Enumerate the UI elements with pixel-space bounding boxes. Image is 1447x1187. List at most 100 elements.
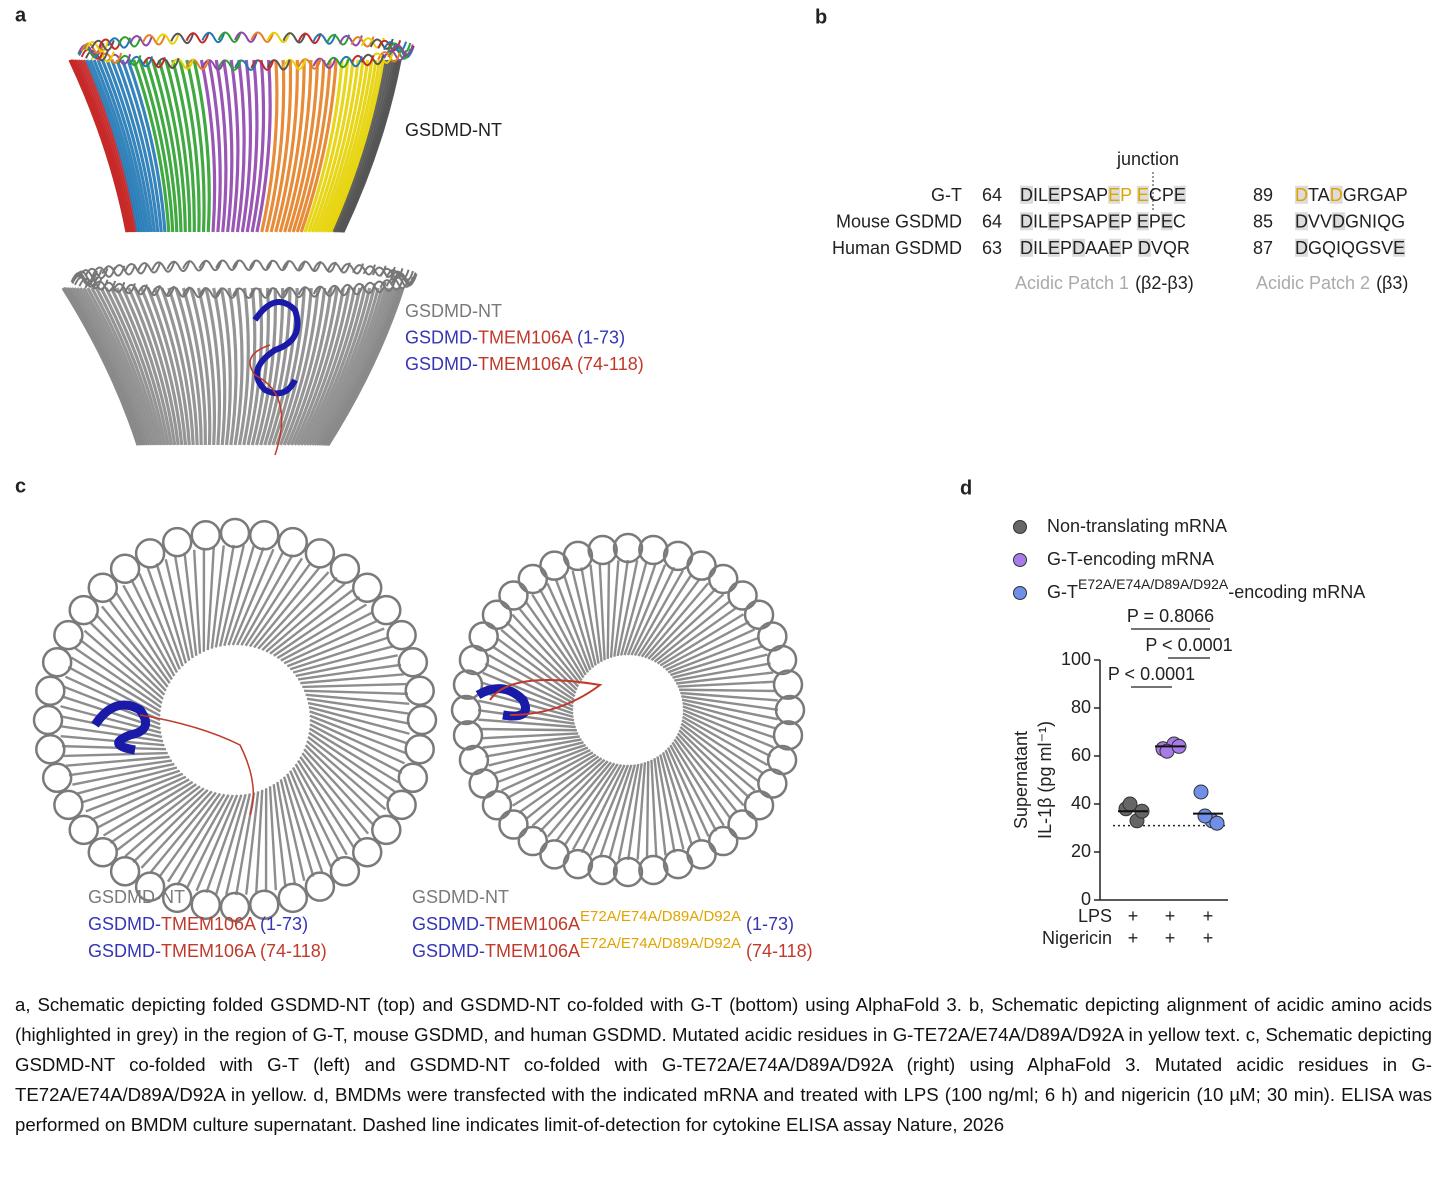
legend-part: G-T-encoding mRNA: [1047, 549, 1214, 569]
ring-domain: [249, 889, 280, 920]
ring-strand: [623, 562, 658, 656]
ring-strand: [265, 582, 346, 653]
loop: [250, 59, 275, 71]
p-value: P = 0.8066: [1127, 606, 1214, 626]
ring-strand: [301, 752, 369, 835]
strand: [110, 59, 157, 233]
strand: [302, 287, 362, 446]
legend-part: GSDMD-: [88, 941, 161, 961]
panel-label: a: [15, 4, 27, 26]
ring-domain: [458, 744, 490, 776]
y-axis-label: IL-1β (pg ml⁻¹): [1035, 721, 1055, 839]
p-value: P < 0.0001: [1145, 635, 1232, 655]
ring-strand: [511, 753, 597, 807]
loop: [266, 59, 291, 71]
ring-strand: [214, 544, 235, 648]
residue-highlight: [1393, 238, 1406, 257]
ring-strand: [286, 627, 385, 668]
ring-strand: [619, 560, 648, 656]
loop: [282, 32, 307, 44]
ring-strand: [671, 741, 725, 827]
ring-strand: [254, 789, 264, 894]
ring-domain: [481, 789, 513, 821]
red-chain: [489, 679, 603, 716]
residue-highlight: [1160, 212, 1173, 231]
ring-strand: [291, 766, 340, 862]
loop: [248, 259, 273, 271]
ring-strand: [563, 763, 619, 847]
ring-strand: [484, 662, 574, 708]
ring-strand: [673, 738, 732, 820]
sequence: DVVDGNIQG: [1295, 211, 1405, 231]
legend-part: GSDMD-: [412, 941, 485, 961]
ring-strand: [609, 560, 620, 658]
strand: [310, 287, 376, 446]
strand: [192, 59, 211, 233]
strand: [75, 287, 148, 446]
strand: [332, 59, 388, 233]
loop: [390, 270, 414, 282]
loop: [234, 59, 258, 71]
ring-strand: [192, 549, 202, 654]
ring-strand: [149, 791, 217, 874]
blue-chain: [91, 700, 151, 755]
ring-strand: [63, 751, 168, 758]
ring-domain: [662, 848, 694, 880]
loop: [282, 58, 307, 71]
ring-domain: [68, 594, 99, 626]
strand: [86, 287, 154, 446]
ring-strand: [480, 732, 579, 740]
ring-strand: [653, 599, 732, 663]
strand: [229, 59, 240, 233]
ring-strand: [76, 766, 178, 795]
ring-strand: [215, 793, 247, 895]
ring-strand: [500, 628, 577, 694]
residue-highlight: [1109, 238, 1122, 257]
ring-strand: [478, 718, 576, 729]
ring-strand: [477, 709, 575, 725]
legend-marker: [1013, 553, 1027, 567]
ring-domain: [109, 856, 141, 887]
ring-strand: [682, 701, 778, 730]
ring-strand: [94, 613, 167, 692]
ring-strand: [107, 598, 171, 684]
patch-region: (β3): [1376, 273, 1408, 293]
ring-strand: [682, 708, 774, 749]
strand: [283, 59, 313, 233]
ring-strand: [206, 546, 216, 651]
ring-domain: [109, 553, 141, 584]
junction-label: junction: [1116, 149, 1179, 169]
strand: [150, 59, 183, 233]
patch-label: Acidic Patch 1 (β2-β3): [1015, 273, 1194, 293]
ring-strand: [524, 600, 583, 682]
loop: [170, 58, 195, 70]
ring-strand: [308, 727, 400, 784]
legend-part: GSDMD-: [405, 327, 478, 347]
loop: [266, 31, 291, 44]
ring-domain: [397, 646, 429, 678]
ring-strand: [176, 794, 230, 886]
strand: [267, 287, 299, 446]
legend-line: GSDMD-NT: [405, 301, 502, 321]
residue-highlight: [1295, 212, 1308, 231]
loop: [141, 56, 166, 69]
ring-strand: [636, 762, 647, 860]
loop: [326, 56, 351, 69]
ring-strand: [130, 578, 179, 674]
ring-strand: [210, 545, 225, 649]
treatment-sign: +: [1203, 928, 1214, 948]
loop: [137, 262, 162, 274]
strand: [264, 59, 286, 233]
strand: [250, 59, 266, 233]
loop: [326, 34, 351, 46]
residue-highlight: [1048, 212, 1061, 231]
ring-strand: [173, 555, 194, 659]
legend-part: GSDMD-: [405, 354, 478, 374]
y-tick-label: 60: [1071, 745, 1091, 765]
strand: [88, 59, 142, 233]
legend-part: TMEM106A: [161, 914, 256, 934]
ring-domain: [68, 814, 99, 846]
legend-part: TMEM106A (74-118): [478, 354, 644, 374]
ring-strand: [286, 773, 324, 873]
ring-strand: [205, 794, 243, 894]
